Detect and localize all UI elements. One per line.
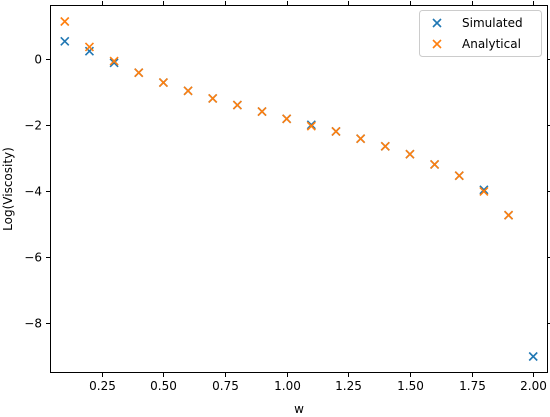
y-tick-label: −2 [24,119,42,133]
data-point-simulated [528,351,538,362]
x-tick-label: 0.75 [212,379,239,393]
data-point-analytical [208,93,218,103]
data-point-analytical [134,68,144,78]
data-point-analytical [430,159,440,169]
data-point-simulated [109,58,119,68]
x-tick-label: 0.25 [89,379,116,393]
x-axis: 0.25 0.50 0.75 1.00 1.25 1.50 1.75 2.00 [89,1,547,393]
data-point-analytical [306,121,316,131]
legend: Simulated Analytical [419,10,542,57]
x-tick-label: 2.00 [520,379,547,393]
y-tick-label: 0 [34,53,42,67]
x-tick-label: 1.50 [397,379,424,393]
data-point-analytical [84,42,95,52]
data-point-analytical [60,16,70,27]
data-point-analytical [232,100,242,110]
data-point-analytical [257,107,267,117]
x-tick-label: 1.75 [459,379,486,393]
y-axis: 0 −2 −4 −6 −8 [24,53,550,331]
x-tick-label: 1.00 [274,379,301,393]
x-tick-label: 0.50 [150,379,177,393]
data-point-analytical [479,186,489,197]
data-point-analytical [331,126,341,136]
x-axis-label: w [294,402,304,416]
legend-box [419,10,542,57]
data-point-analytical [109,56,119,66]
legend-marker-simulated [432,18,442,28]
data-point-analytical [158,77,168,88]
data-point-analytical [503,210,514,220]
x-tick-label: 1.25 [335,379,362,393]
data-point-simulated [306,120,316,130]
data-point-simulated [479,185,489,195]
y-tick-label: −6 [24,251,42,265]
y-axis-label: Log(Viscosity) [1,147,15,231]
legend-marker [432,39,442,49]
legend-marker [432,18,442,28]
data-point-analytical [454,171,464,181]
data-point-analytical [356,134,366,144]
data-point-analytical [405,149,415,159]
y-tick-label: −8 [24,317,42,331]
data-points [60,16,538,362]
data-point-analytical [183,86,193,96]
legend-entry-analytical: Analytical [462,37,521,51]
data-point-analytical [380,141,390,151]
y-tick-label: −4 [24,185,42,199]
data-point-analytical [282,114,292,124]
legend-marker-analytical [432,39,442,49]
data-point-simulated [60,36,70,46]
plot-frame [50,5,548,373]
legend-entry-simulated: Simulated [462,16,523,30]
plot-area [50,5,548,373]
